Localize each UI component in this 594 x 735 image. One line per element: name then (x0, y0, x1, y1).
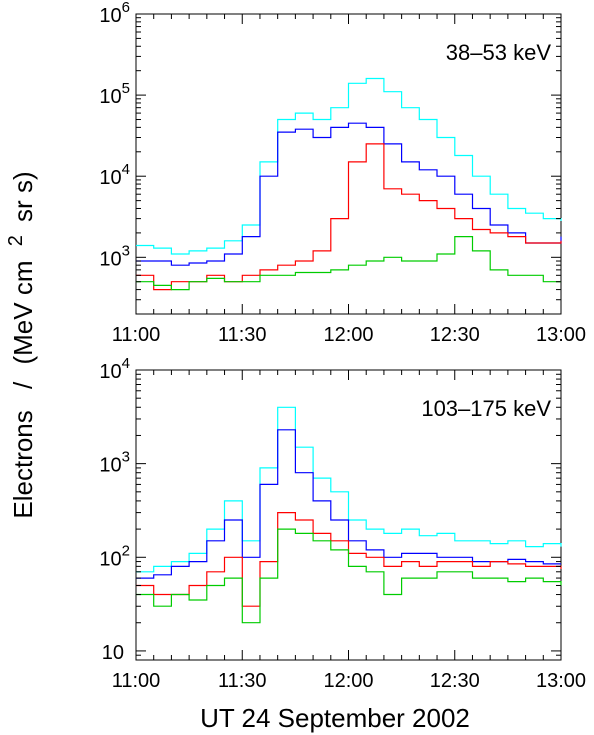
y-tick-label: 102 (99, 542, 130, 570)
y-tick-label: 104 (99, 161, 130, 189)
x-tick-label: 11:30 (218, 670, 267, 692)
series-line-1 (136, 122, 562, 266)
x-tick-label: 13:00 (536, 324, 586, 346)
series-line-0 (136, 77, 562, 255)
y-tick-label: 105 (99, 80, 130, 108)
x-ticks: 11:00 11:30 12:00 12:30 13:00 (112, 370, 586, 692)
x-tick-label: 11:00 (112, 670, 161, 692)
panel-38-53kev: 11:00 11:30 12:00 12:30 13:00 103 104 105 106 3… (99, 0, 586, 346)
y-tick-label: 103 (99, 242, 130, 270)
y-ticks: 103 104 105 106 (99, 0, 561, 315)
series-line-0 (136, 406, 562, 573)
panel-103-175kev: 11:00 11:30 12:00 12:30 13:00 10 102 103 104 10… (99, 355, 586, 692)
y-axis-label-unit-a: (MeV cm (8, 261, 38, 365)
x-tick-label: 12:30 (430, 324, 480, 346)
y-axis-label-unit-b: sr s) (8, 171, 38, 222)
series-line-2 (136, 512, 562, 607)
y-axis-label-slash: / (8, 381, 38, 389)
x-tick-label: 11:30 (218, 324, 267, 346)
x-tick-label: 13:00 (536, 670, 586, 692)
series-line-1 (136, 429, 561, 579)
x-axis-label: UT 24 September 2002 (200, 703, 470, 733)
series-line-3 (136, 528, 562, 624)
series-line-2 (136, 143, 562, 291)
y-tick-label: 104 (99, 355, 130, 383)
y-tick-label: 106 (99, 0, 130, 27)
series-group (136, 406, 562, 624)
series-line-3 (136, 236, 561, 291)
y-axis-label-unit-sup: 2 (5, 235, 27, 246)
y-axis-label-main: Electrons (8, 410, 38, 518)
x-tick-label: 12:30 (430, 670, 480, 692)
y-axis-label: Electrons / (MeV cm 2 sr s) (0, 171, 38, 518)
energy-label: 38–53 keV (446, 40, 552, 65)
y-tick-label: 103 (99, 449, 130, 477)
energy-label: 103–175 keV (421, 396, 551, 421)
series-group (136, 77, 562, 291)
x-tick-label: 11:00 (112, 324, 161, 346)
y-tick-label: 10 (102, 642, 124, 664)
x-tick-label: 12:00 (323, 670, 373, 692)
y-ticks: 10 102 103 104 (99, 355, 561, 664)
x-tick-label: 12:00 (323, 324, 373, 346)
x-ticks: 11:00 11:30 12:00 12:30 13:00 (112, 14, 586, 346)
